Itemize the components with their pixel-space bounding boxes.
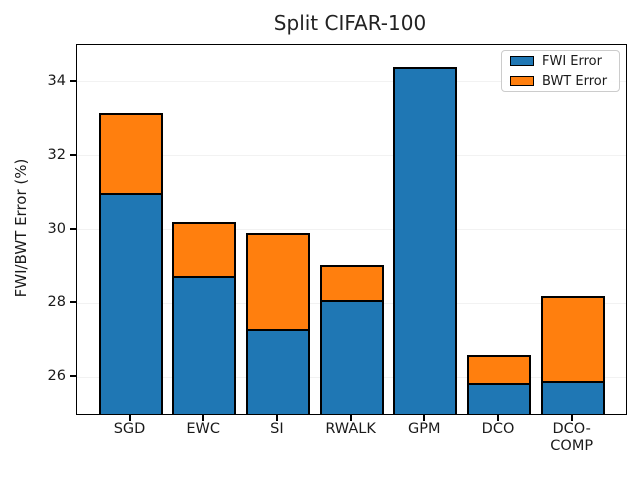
gridline-32	[77, 155, 626, 157]
x-tick-label-gpm: GPM	[408, 421, 441, 437]
bar-gpm-fwi-segment	[393, 67, 458, 414]
x-tick-label-si: SI	[270, 421, 284, 437]
bar-rwalk-fwi-segment	[319, 299, 384, 414]
x-tick-label-sgd: SGD	[113, 421, 146, 437]
legend-label-bwt: BWT Error	[542, 73, 608, 89]
bar-dco-bwt-segment	[467, 354, 531, 385]
bar-ewc-fwi-segment	[172, 275, 237, 414]
bar-si-bwt-segment	[245, 233, 310, 332]
gridline-30	[77, 229, 626, 230]
x-tick-mark-gpm	[423, 415, 426, 421]
legend-label-fwi: FWI Error	[542, 53, 602, 69]
x-tick-label-dcocomp: DCO- COMP	[550, 421, 594, 454]
x-tick-mark-dco	[497, 415, 499, 421]
x-tick-label-dco: DCO	[481, 421, 515, 437]
bar-si-fwi-segment	[245, 329, 310, 414]
bar-ewc-bwt-segment	[172, 222, 237, 278]
y-tick-mark-34	[70, 79, 76, 82]
legend-row-bwt: BWT Error	[510, 74, 619, 89]
legend-swatch-bwt	[510, 76, 534, 86]
bar-rwalk-bwt-segment	[319, 264, 384, 302]
y-tick-mark-28	[70, 301, 76, 304]
y-tick-label-28: 28	[47, 294, 66, 311]
bar-sgd-bwt-segment	[98, 113, 163, 195]
y-tick-mark-32	[70, 153, 76, 156]
y-tick-label-30: 30	[47, 220, 66, 237]
y-tick-mark-26	[70, 375, 76, 378]
chart-title: Split CIFAR-100	[273, 11, 427, 35]
y-tick-label-34: 34	[47, 72, 66, 89]
x-tick-mark-dcocomp	[570, 415, 573, 421]
x-tick-mark-si	[275, 415, 278, 421]
x-tick-mark-ewc	[202, 415, 205, 421]
y-tick-mark-30	[70, 227, 76, 230]
y-tick-label-32: 32	[47, 146, 66, 163]
bar-dcocomp-bwt-segment	[540, 295, 605, 383]
x-tick-label-ewc: EWC	[186, 421, 220, 437]
x-tick-mark-sgd	[128, 415, 131, 421]
y-tick-label-26: 26	[47, 368, 66, 385]
legend-row-fwi: FWI Error	[510, 54, 619, 69]
legend-swatch-fwi	[510, 56, 534, 66]
legend: FWI Error BWT Error	[501, 50, 620, 92]
gridline-34	[77, 81, 626, 83]
x-tick-mark-rwalk	[349, 415, 352, 421]
bar-sgd-fwi-segment	[98, 192, 163, 414]
bar-dcocomp-fwi-segment	[540, 380, 605, 414]
plot-area: FWI Error BWT Error	[76, 44, 627, 415]
x-tick-label-rwalk: RWALK	[325, 421, 376, 437]
bar-dco-fwi-segment	[467, 382, 531, 414]
